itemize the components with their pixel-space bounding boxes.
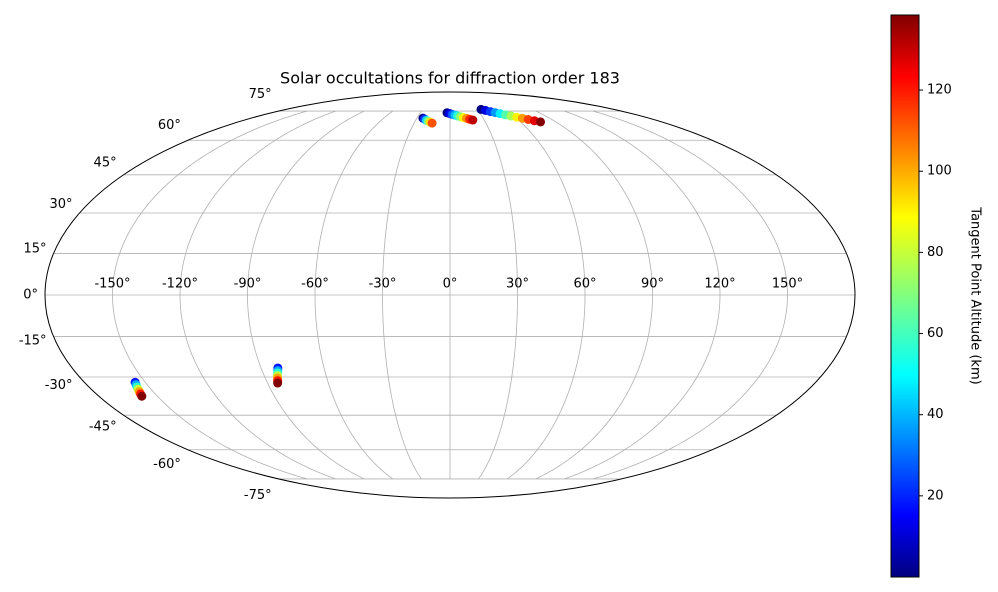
- y-tick-label: 0°: [23, 288, 38, 303]
- x-tick-label: 60°: [573, 277, 596, 292]
- y-tick-label: -45°: [89, 420, 117, 435]
- x-tick-label: -30°: [369, 277, 397, 292]
- colorbar-tick-label: 100: [927, 164, 952, 179]
- y-tick-label: 30°: [49, 197, 72, 212]
- x-tick-label: -90°: [234, 277, 262, 292]
- y-tick-label: 45°: [94, 155, 117, 170]
- y-tick-label: 75°: [249, 87, 272, 102]
- x-tick-label: 150°: [772, 277, 803, 292]
- x-tick-label: 90°: [641, 277, 664, 292]
- x-tick-label: 30°: [506, 277, 529, 292]
- colorbar-tick-label: 40: [927, 407, 944, 422]
- colorbar-label: Tangent Point Altitude (km): [968, 206, 983, 384]
- colorbar-tick-label: 60: [927, 326, 944, 341]
- colorbar-tick-label: 120: [927, 83, 952, 98]
- colorbar-tick-label: 20: [927, 488, 944, 503]
- x-tick-label: -120°: [162, 277, 198, 292]
- colorbar-tick-label: 80: [927, 245, 944, 260]
- x-tick-label: 120°: [704, 277, 735, 292]
- point: [468, 115, 478, 125]
- y-tick-label: 15°: [24, 242, 47, 257]
- x-tick-label: 0°: [443, 277, 458, 292]
- colorbar: [890, 14, 920, 578]
- point: [536, 117, 546, 127]
- point: [137, 391, 147, 401]
- map-outline: [44, 91, 856, 499]
- point: [427, 118, 437, 128]
- x-tick-label: -150°: [94, 277, 130, 292]
- y-tick-label: -30°: [45, 378, 73, 393]
- y-tick-label: -15°: [19, 333, 47, 348]
- chart-title: Solar occultations for diffraction order…: [280, 69, 620, 88]
- y-tick-label: -60°: [153, 457, 181, 472]
- point: [273, 378, 283, 388]
- y-tick-label: -75°: [244, 488, 272, 503]
- x-tick-label: -60°: [301, 277, 329, 292]
- y-tick-label: 60°: [158, 118, 181, 133]
